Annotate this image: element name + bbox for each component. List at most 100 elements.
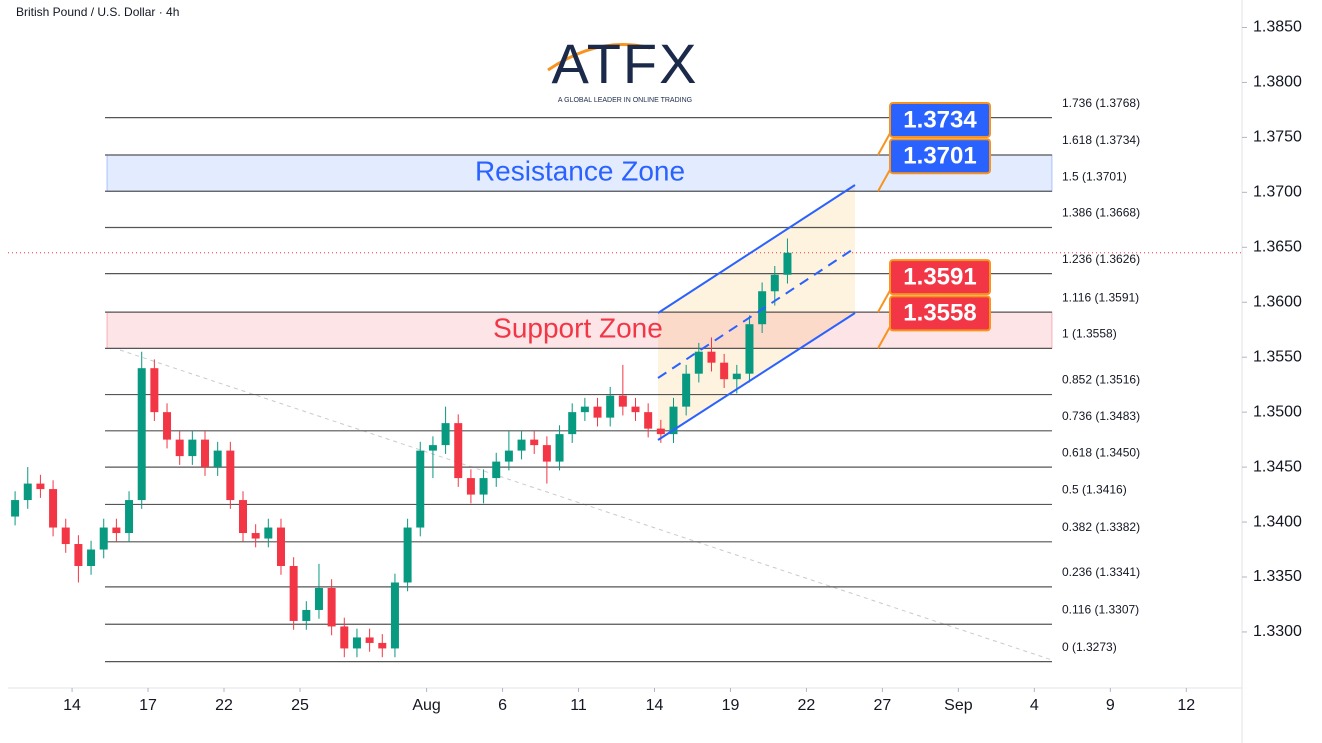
candle-body (49, 489, 58, 528)
fib-label: 0.116 (1.3307) (1062, 602, 1139, 616)
fib-label: 1.386 (1.3668) (1062, 206, 1140, 220)
zone-label: Resistance Zone (475, 155, 685, 186)
candle-body (454, 423, 463, 479)
candle-body (150, 368, 159, 413)
candle-body (36, 483, 45, 490)
fib-label: 1.5 (1.3701) (1062, 169, 1127, 183)
candle-body (137, 368, 146, 501)
candle-body (264, 527, 273, 539)
candle-body (327, 587, 336, 627)
fib-label: 1.116 (1.3591) (1062, 290, 1139, 304)
x-tick-label: 14 (63, 697, 81, 714)
candle-body (758, 291, 767, 325)
x-tick-label: 6 (498, 697, 507, 714)
plot: 1.3850 1.3800 1.3750 1.3700 1.3650 1.3600 1.35… (8, 19, 1302, 714)
y-tick-label: 1.3350 (1253, 568, 1302, 585)
y-tick-label: 1.3700 (1253, 184, 1302, 201)
fib-label: 0.5 (1.3416) (1062, 483, 1127, 497)
candle-body (606, 395, 615, 418)
y-tick-label: 1.3300 (1253, 623, 1302, 640)
x-tick-label: 27 (874, 697, 892, 714)
candle-body (555, 434, 564, 462)
candle-body (276, 527, 285, 567)
fib-label: 0.736 (1.3483) (1062, 409, 1140, 423)
x-tick-label: 22 (798, 697, 816, 714)
x-tick-label: Sep (944, 697, 973, 714)
channel-lower (657, 312, 856, 441)
candle-body (112, 527, 121, 534)
candle-body (416, 450, 425, 528)
candle-body (340, 626, 349, 649)
candle-body (378, 642, 387, 649)
candle-body (175, 439, 184, 457)
y-tick-label: 1.3450 (1253, 458, 1302, 475)
candle-body (403, 527, 412, 583)
logo-arc (547, 42, 651, 72)
candle-body (504, 450, 513, 462)
x-tick-label: 12 (1177, 697, 1195, 714)
zone-label: Support Zone (493, 313, 663, 344)
logo: ATFX (552, 32, 699, 95)
candle-body (732, 373, 741, 380)
y-tick-label: 1.3600 (1253, 293, 1302, 310)
candle-body (580, 406, 589, 413)
channel-mid (657, 247, 856, 379)
candle-body (163, 412, 172, 440)
y-tick-label: 1.3650 (1253, 239, 1302, 256)
y-tick-label: 1.3550 (1253, 348, 1302, 365)
candle-body (568, 412, 577, 435)
candle-body (302, 609, 311, 621)
candle-body (74, 544, 83, 567)
x-tick-label: 17 (139, 697, 157, 714)
x-tick-label: 19 (722, 697, 740, 714)
fib-label: 1.618 (1.3734) (1062, 133, 1140, 147)
candle-body (441, 423, 450, 446)
candle-body (99, 527, 108, 550)
candle-body (352, 637, 361, 649)
candle-body (11, 500, 20, 517)
fib-label: 1.736 (1.3768) (1062, 96, 1140, 110)
x-tick-label: 14 (646, 697, 664, 714)
candle-body (314, 587, 323, 610)
x-tick-label: 4 (1030, 697, 1039, 714)
fib-label: 1 (1.3558) (1062, 327, 1117, 341)
candle-body (694, 351, 703, 374)
candle-body (428, 445, 437, 451)
candle-body (125, 500, 134, 534)
candle-body (251, 533, 260, 539)
header: British Pound / U.S. Dollar · 4h (16, 5, 179, 19)
candle-body (479, 478, 488, 495)
price-tag-label: 1.3734 (903, 106, 977, 133)
candle-body (542, 445, 551, 462)
candle-body (466, 478, 475, 495)
y-tick-label: 1.3750 (1253, 129, 1302, 146)
x-tick-label: 22 (215, 697, 233, 714)
fib-label: 0.382 (1.3382) (1062, 520, 1140, 534)
candle-body (188, 439, 197, 457)
candle-body (745, 324, 754, 374)
candle-body (656, 428, 665, 435)
candle-body (669, 406, 678, 435)
price-tag (889, 101, 991, 138)
x-tick-label: 9 (1106, 697, 1115, 714)
candle-body (365, 637, 374, 643)
price-tag (889, 295, 991, 332)
x-tick-label: 25 (291, 697, 309, 714)
candle-body (530, 439, 539, 446)
candle-body (201, 439, 210, 468)
fib-label: 0 (1.3273) (1062, 640, 1117, 654)
candle-body (707, 351, 716, 363)
candle-body (517, 439, 526, 451)
y-tick-label: 1.3500 (1253, 403, 1302, 420)
candle-body (23, 483, 32, 501)
price-tag (889, 138, 991, 175)
candle-body (631, 406, 640, 413)
candle-body (783, 252, 792, 275)
fib-label: 1.236 (1.3626) (1062, 252, 1140, 266)
x-tick-label: 11 (570, 697, 587, 714)
channel-upper (657, 184, 856, 314)
price-tag-label: 1.3591 (903, 263, 976, 290)
y-tick-label: 1.3800 (1253, 74, 1302, 91)
y-tick-label: 1.3850 (1253, 19, 1302, 36)
